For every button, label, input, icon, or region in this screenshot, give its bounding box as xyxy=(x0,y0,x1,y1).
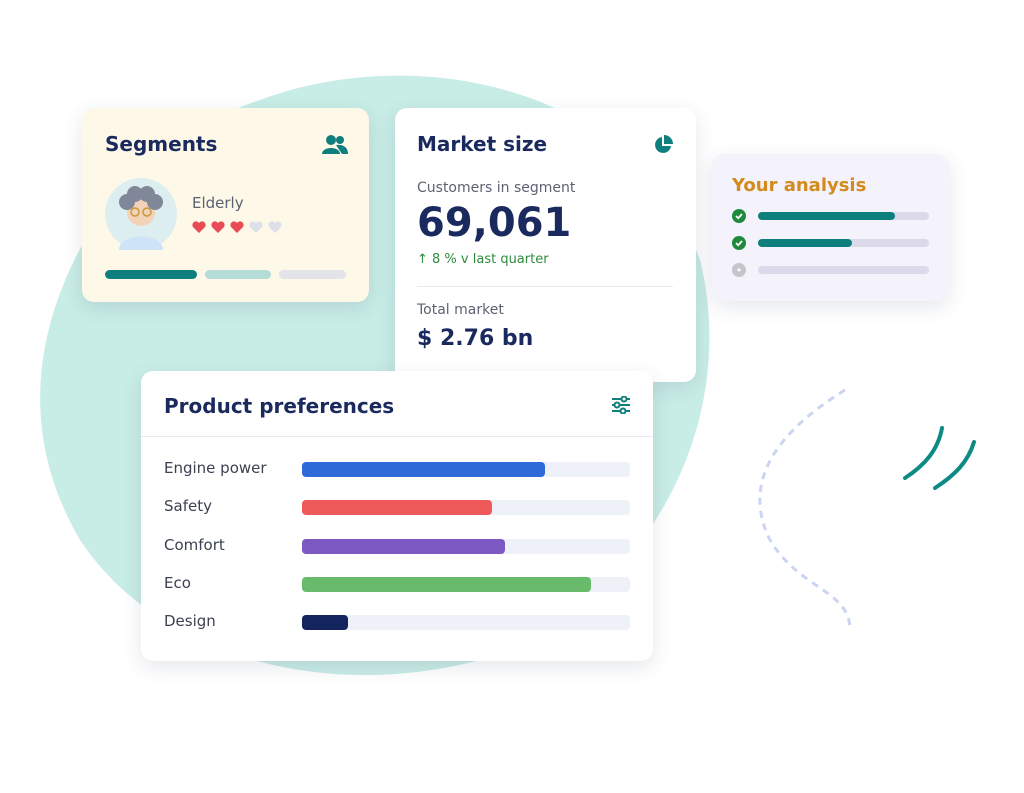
market-card: Market size Customers in segment 69,061 … xyxy=(395,108,696,382)
bar-track xyxy=(302,615,630,631)
total-value: $ 2.76 bn xyxy=(417,326,534,351)
analysis-card: Your analysis xyxy=(712,154,949,301)
pie-icon xyxy=(655,135,673,153)
progress-track xyxy=(758,266,929,274)
bar xyxy=(302,538,506,554)
heart xyxy=(192,221,206,233)
bar-track xyxy=(302,500,630,516)
heart xyxy=(249,221,263,233)
customers-value: 69,061 xyxy=(417,200,572,246)
card-title: Product preferences xyxy=(164,394,395,418)
bar-track xyxy=(302,462,630,477)
card-title: Segments xyxy=(105,132,218,156)
segments-card: Segments Elderly xyxy=(82,108,369,302)
heart xyxy=(230,221,244,233)
segment-bar xyxy=(205,270,271,279)
bar-track xyxy=(302,576,630,592)
check xyxy=(735,213,743,220)
bar xyxy=(302,576,591,592)
card-title: Your analysis xyxy=(732,175,867,196)
dot xyxy=(737,268,741,272)
card-title: Market size xyxy=(417,132,548,156)
people-icon xyxy=(322,135,348,154)
bar xyxy=(302,462,545,477)
filter-icon xyxy=(612,396,630,414)
progress-bar xyxy=(758,212,895,220)
row-label: Design xyxy=(164,612,216,631)
row-label: Engine power xyxy=(164,459,267,477)
label: Customers in segment xyxy=(417,180,576,196)
row-label: Eco xyxy=(164,573,191,592)
segment-bar xyxy=(279,270,346,279)
status-icon xyxy=(732,263,746,277)
heart xyxy=(268,221,282,233)
segment-bar xyxy=(105,270,197,279)
check xyxy=(735,240,743,247)
heart xyxy=(211,221,225,233)
rating xyxy=(192,221,282,233)
row-label: Comfort xyxy=(164,535,225,554)
bar-track xyxy=(302,538,630,554)
bar xyxy=(302,500,493,516)
progress-track xyxy=(758,212,929,220)
avatar xyxy=(105,178,177,250)
accent-stroke xyxy=(933,440,976,490)
change: ↑ 8 % v last quarter xyxy=(417,252,549,267)
segment-name: Elderly xyxy=(192,194,244,212)
label: Total market xyxy=(417,302,504,318)
accent-stroke xyxy=(903,426,944,480)
bar xyxy=(302,615,348,631)
status-icon xyxy=(732,236,746,250)
preferences-card: Product preferences Engine power Safety Co… xyxy=(141,371,653,661)
progress-track xyxy=(758,239,929,247)
divider xyxy=(417,286,673,287)
divider xyxy=(141,436,653,437)
dashed-curve xyxy=(758,388,852,631)
status-icon xyxy=(732,209,746,223)
row-label: Safety xyxy=(164,497,212,516)
progress-bar xyxy=(758,239,853,247)
